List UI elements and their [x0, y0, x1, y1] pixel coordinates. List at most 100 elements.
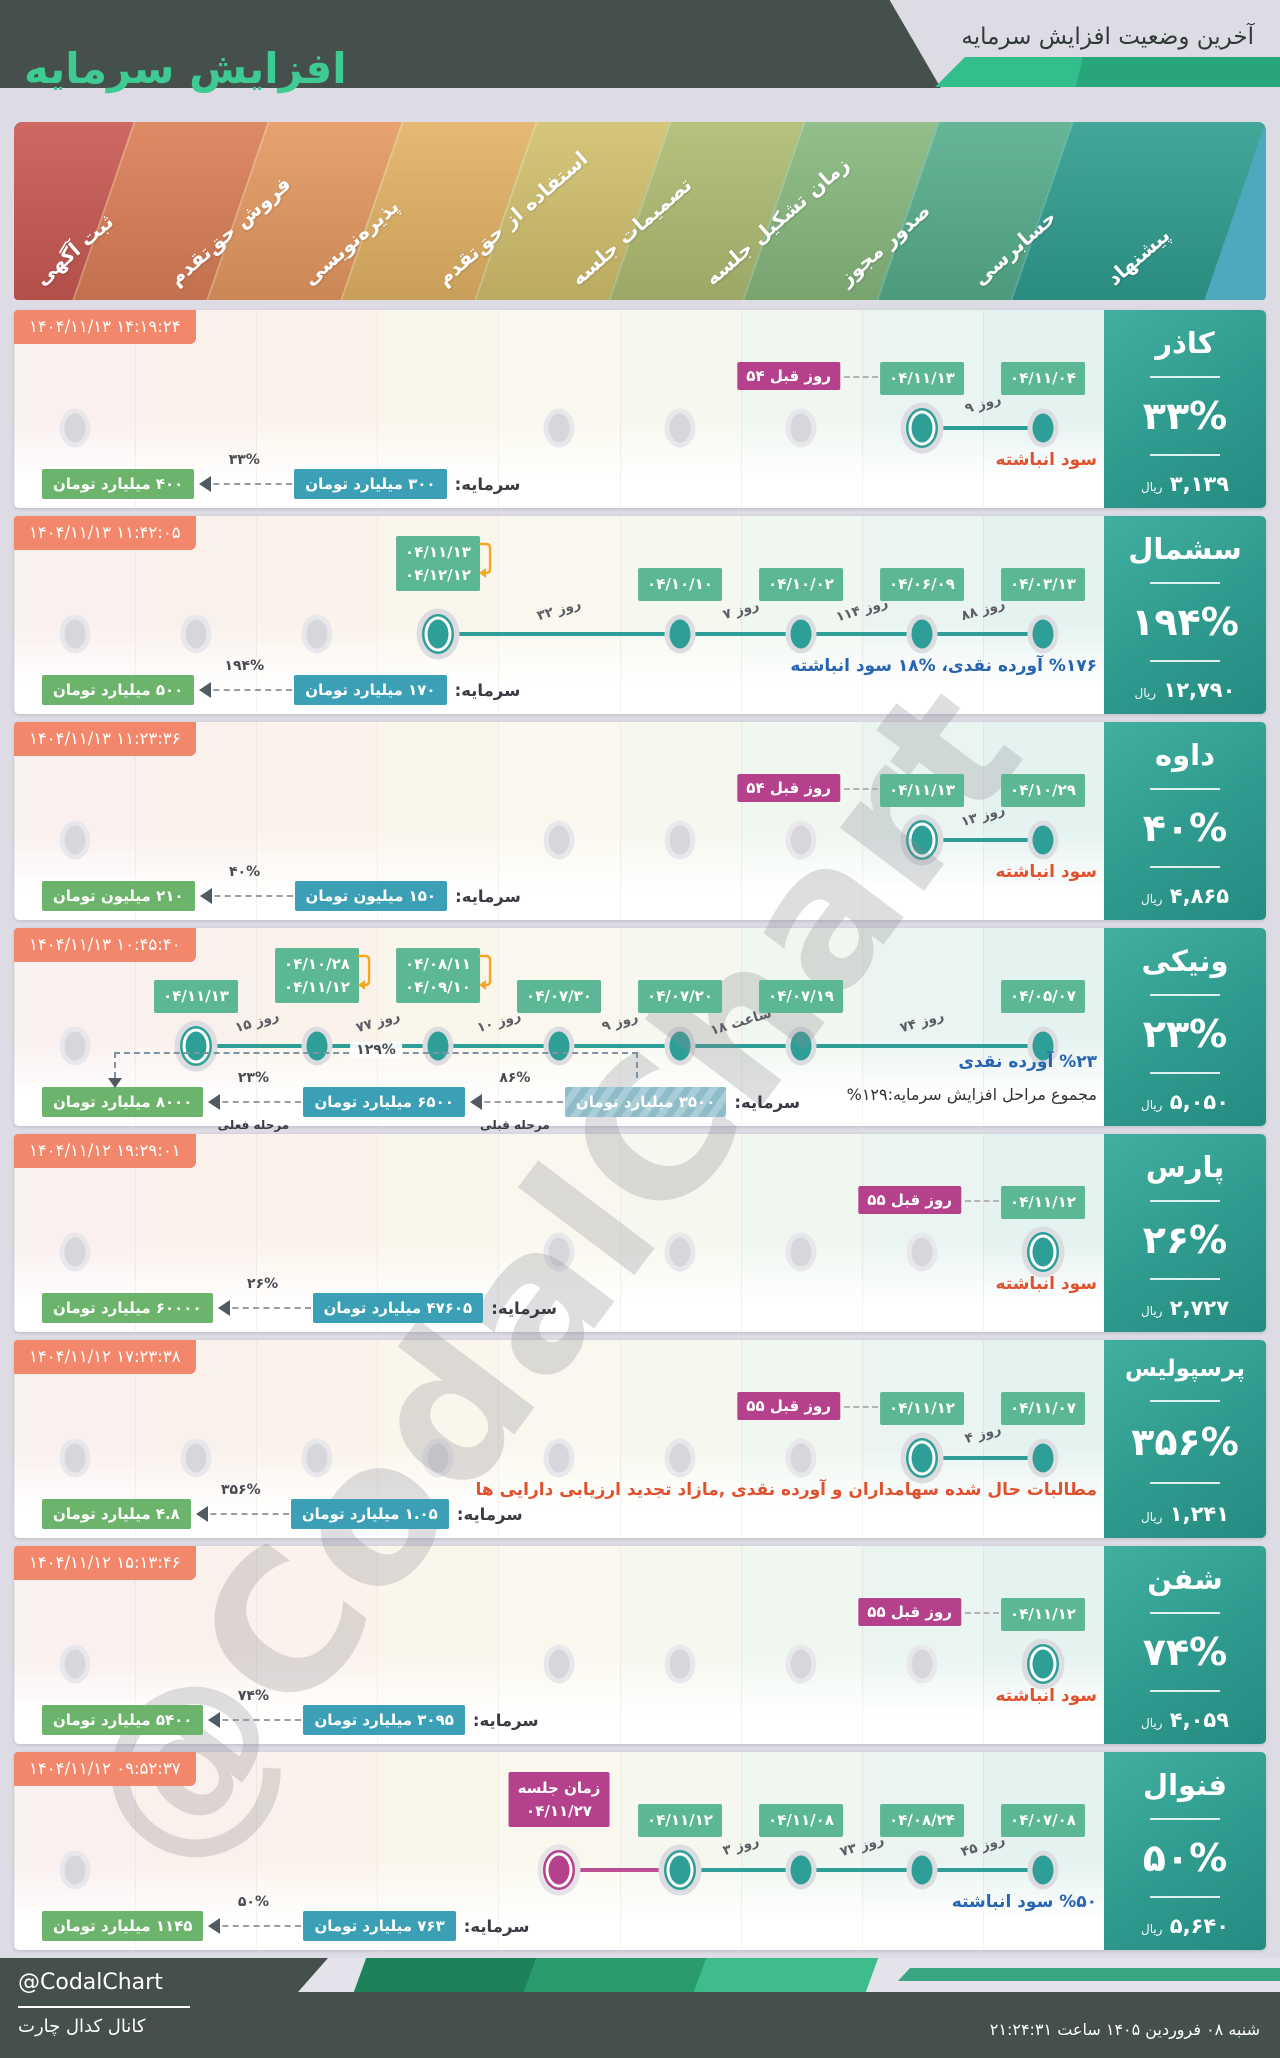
- badge-date-line: ۰۴/۰۷/۲۰: [647, 987, 713, 1005]
- timeline-segment: [922, 1868, 1043, 1872]
- increase-source-note: سود انباشته: [995, 450, 1097, 470]
- stage-date-badge: ۰۴/۱۱/۱۳: [880, 362, 964, 395]
- price-unit: ریال: [1140, 1922, 1163, 1936]
- increase-source-note: %۵۰ سود انباشته: [951, 1892, 1097, 1912]
- stage-node-pending: [548, 1237, 570, 1267]
- new-capital-badge: ۱۱۴۵ میلیارد تومان: [42, 1911, 204, 1941]
- company-row: ۴ روز ۰۴/۱۱/۰۷ ۰۴/۱۱/۱۲ ۵۵ روز قبل ۱۴۰۴/۱۱/…: [14, 1340, 1266, 1538]
- capital-label: سرمایه:: [454, 474, 521, 494]
- stage-column: [740, 1134, 862, 1332]
- increase-arrow: ۲۶%: [213, 1276, 313, 1323]
- footer-datetime: شنبه ۰۸ فروردین ۱۴۰۵ ساعت ۲۱:۲۴:۳۱: [989, 2020, 1260, 2039]
- badge-date-line: ۰۴/۰۵/۰۷: [1010, 987, 1076, 1005]
- date-range-bracket-icon: [478, 542, 492, 578]
- capital-chain: سرمایه: ۱۷۰ میلیارد تومان ۱۹۴% ۵۰۰ میلیارد …: [42, 658, 520, 705]
- stage-node-current: [908, 410, 936, 446]
- timeline: ۰۴/۱۱/۱۲ ۵۵ روز قبل: [14, 1134, 1104, 1332]
- price-unit: ریال: [1140, 1510, 1163, 1524]
- current-capital-badge: ۳۰۹۵ میلیارد تومان: [303, 1705, 465, 1735]
- stage-banner: ثبت آگهی فروش حق‌تقدم پذیره‌نویسی استفاده ا…: [14, 122, 1266, 300]
- stage-date-badge: ۰۴/۰۶/۰۹: [880, 568, 964, 601]
- stage-column: [861, 310, 983, 508]
- company-name: داوه: [1155, 738, 1215, 772]
- price-value: ۵,۰۵۰: [1169, 1090, 1230, 1114]
- duration-label: ۱۰ روز: [474, 1007, 523, 1037]
- stage-node-pending: [669, 1443, 691, 1473]
- dash-connector-icon: [844, 788, 878, 790]
- increase-arrow: ۳۵۶%: [191, 1482, 291, 1529]
- badge-date-line: ۰۴/۱۱/۱۲: [1010, 1605, 1076, 1623]
- current-capital-badge: ۷۶۳ میلیارد تومان: [303, 1911, 456, 1941]
- update-timestamp-badge: ۱۴۰۴/۱۱/۱۲ ۱۹:۲۹:۰۱: [14, 1134, 196, 1168]
- stage-node-pending: [64, 619, 86, 649]
- badge-date-line: ۰۴/۰۷/۳۰: [526, 987, 592, 1005]
- increase-percent-label: ۳۳%: [228, 452, 260, 468]
- increase-percent-label: ۷۴%: [237, 1688, 270, 1704]
- stage-column: [740, 1340, 862, 1538]
- company-row: ۰۴/۱۱/۱۲ ۵۵ روز قبل ۱۴۰۴/۱۱/۱۲ ۱۵:۱۳:۴۶ س…: [14, 1546, 1266, 1744]
- timeline-segment: [922, 838, 1043, 842]
- company-price: ۵,۶۴۰ ریال: [1141, 1914, 1229, 1938]
- page-footer: @CodalChart کانال کدال چارت شنبه ۰۸ فرور…: [0, 1958, 1280, 2058]
- stage-column: [740, 1546, 862, 1744]
- increase-source-note: مطالبات حال شده سهامداران و آورده نقدی ,…: [475, 1480, 1098, 1500]
- stage-node-done: [790, 1031, 812, 1061]
- capital-label: سرمایه:: [456, 1504, 523, 1524]
- total-increase-percent: ۱۲۹%: [350, 1042, 402, 1058]
- dash-connector-icon: [844, 1406, 878, 1408]
- price-value: ۱۲,۷۹۰: [1163, 678, 1236, 702]
- stage-node-pending: [669, 825, 691, 855]
- timeline-segment: [559, 1044, 680, 1048]
- company-name: فنوال: [1142, 1768, 1228, 1802]
- price-value: ۵,۶۴۰: [1169, 1914, 1230, 1938]
- company-row: ۱۵ روز ۷۷ روز ۱۰ روز ۹ روز ۱۸ ساعت ۷۴ روز ۰۴/۰…: [14, 928, 1266, 1132]
- duration-label: ۷۴ روز: [898, 1007, 946, 1037]
- company-panel: شفن ۷۴% ۴,۰۵۹ ریال: [1104, 1546, 1266, 1744]
- stage-node-pending: [790, 825, 812, 855]
- initial-capital-badge: ۳۵۰۰ میلیارد تومان: [564, 1087, 727, 1117]
- update-timestamp-badge: ۱۴۰۴/۱۱/۱۲ ۱۷:۲۳:۳۸: [14, 1340, 196, 1374]
- stage-date-badge: ۰۴/۱۱/۱۲: [1001, 1598, 1085, 1631]
- duration-label: ۳۲ روز: [535, 595, 583, 625]
- stage-column: [861, 1752, 983, 1950]
- stage-node-pending: [548, 825, 570, 855]
- capital-label: سرمایه:: [472, 1710, 539, 1730]
- footer-divider: [18, 2006, 190, 2008]
- company-panel: ونیکی ۲۳% ۵,۰۵۰ ریال: [1104, 928, 1266, 1126]
- panel-divider: [1150, 1072, 1220, 1074]
- increase-arrow: ۷۴%: [203, 1688, 303, 1735]
- stage-node-current: [1029, 1646, 1057, 1682]
- stage-column: [619, 1134, 741, 1332]
- capital-label: سرمایه:: [463, 1916, 530, 1936]
- days-ago-badge: ۵۵ روز قبل: [858, 1186, 961, 1214]
- stage-column: [982, 310, 1104, 508]
- company-increase-percent: ۲۶%: [1142, 1218, 1228, 1262]
- footer-green-shape-3: [693, 1958, 879, 1992]
- duration-label: ۱۵ روز: [232, 1007, 281, 1037]
- badge-date-line: ۰۴/۱۱/۱۳: [405, 543, 471, 561]
- badge-date-line: ۰۴/۱۲/۱۲: [405, 565, 471, 584]
- stage-node-done: [911, 619, 933, 649]
- panel-divider: [1150, 1278, 1220, 1280]
- stage-node-pending: [669, 1237, 691, 1267]
- stage-column: [861, 1546, 983, 1744]
- timeline-segment: [438, 1044, 559, 1048]
- panel-divider: [1150, 1482, 1220, 1484]
- footer-green-shape-1: [353, 1958, 539, 1992]
- duration-label: ۷ روز: [720, 596, 761, 624]
- duration-label: ۷۳ روز: [837, 1831, 886, 1861]
- stage-column: [982, 1752, 1104, 1950]
- stage-node-done: [1032, 1443, 1054, 1473]
- footer-thin-bar: [898, 1968, 1280, 1981]
- timeline-segment: [559, 1868, 680, 1872]
- timeline-segment: [801, 1044, 1043, 1048]
- stage-date-badge: ۰۴/۱۱/۱۳ ۰۴/۱۲/۱۲: [396, 536, 492, 591]
- stage-node-pending: [64, 1855, 86, 1885]
- stage-date-badge: ۰۴/۰۷/۲۰: [638, 980, 722, 1013]
- duration-label: ۷۷ روز: [353, 1007, 402, 1037]
- stage-column: [982, 516, 1104, 714]
- stage-column: [619, 1752, 741, 1950]
- timeline-segment: [801, 1868, 922, 1872]
- total-stages-note: مجموع مراحل افزایش سرمایه:۱۲۹%: [846, 1085, 1097, 1104]
- stage-node-future: [545, 1852, 573, 1888]
